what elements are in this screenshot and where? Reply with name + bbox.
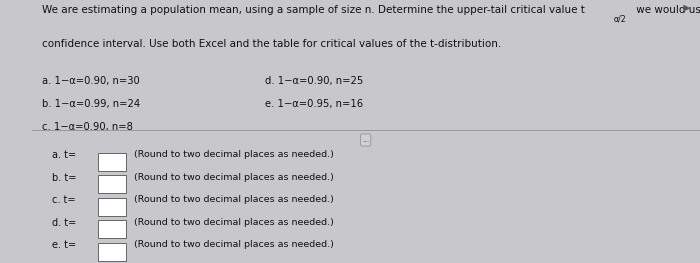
FancyBboxPatch shape — [98, 153, 127, 171]
FancyBboxPatch shape — [98, 198, 127, 216]
FancyBboxPatch shape — [98, 220, 127, 239]
Text: c. t=: c. t= — [52, 195, 75, 205]
Text: d. t=: d. t= — [52, 218, 76, 228]
FancyBboxPatch shape — [98, 175, 127, 193]
Text: ▶: ▶ — [685, 5, 690, 11]
Text: ...: ... — [362, 135, 370, 144]
Text: e. t=: e. t= — [52, 240, 76, 250]
Text: e. 1−α=0.95, n=16: e. 1−α=0.95, n=16 — [265, 99, 363, 109]
Text: (Round to two decimal places as needed.): (Round to two decimal places as needed.) — [134, 240, 335, 249]
Text: (Round to two decimal places as needed.): (Round to two decimal places as needed.) — [134, 150, 335, 159]
Text: (Round to two decimal places as needed.): (Round to two decimal places as needed.) — [134, 218, 335, 227]
Text: we would use in computing the: we would use in computing the — [633, 5, 700, 15]
Text: (Round to two decimal places as needed.): (Round to two decimal places as needed.) — [134, 173, 335, 182]
Text: b. 1−α=0.99, n=24: b. 1−α=0.99, n=24 — [41, 99, 140, 109]
Text: α/2: α/2 — [614, 14, 626, 23]
Text: b. t=: b. t= — [52, 173, 76, 183]
Text: a. t=: a. t= — [52, 150, 76, 160]
Text: d. 1−α=0.90, n=25: d. 1−α=0.90, n=25 — [265, 75, 364, 85]
Text: c. 1−α=0.90, n=8: c. 1−α=0.90, n=8 — [41, 122, 132, 132]
Text: (Round to two decimal places as needed.): (Round to two decimal places as needed.) — [134, 195, 335, 204]
FancyBboxPatch shape — [98, 243, 127, 261]
Text: a. 1−α=0.90, n=30: a. 1−α=0.90, n=30 — [41, 75, 139, 85]
Text: confidence interval. Use both Excel and the table for critical values of the t-d: confidence interval. Use both Excel and … — [41, 39, 500, 49]
Text: We are estimating a population mean, using a sample of size n. Determine the upp: We are estimating a population mean, usi… — [41, 5, 584, 15]
